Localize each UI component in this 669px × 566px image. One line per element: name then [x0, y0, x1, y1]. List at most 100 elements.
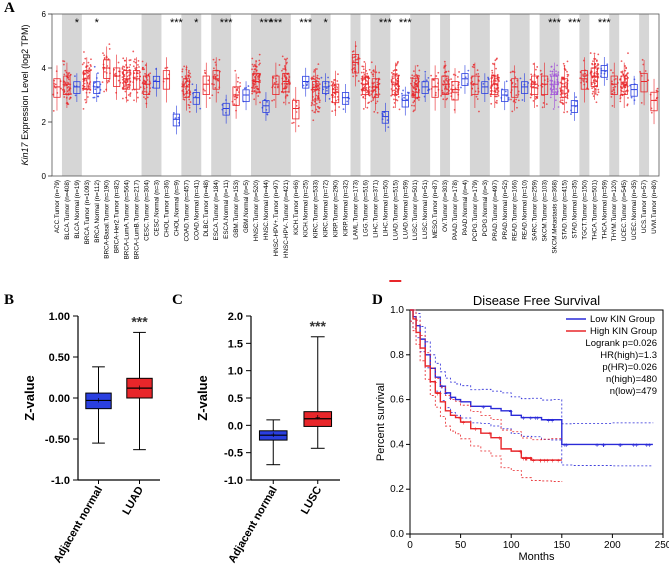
panel-a-point: [593, 52, 596, 55]
panel-a-point: [455, 91, 458, 94]
panel-a-point: [117, 61, 120, 64]
panel-a-point: [233, 98, 236, 101]
panel-a-category-label: LUSC.Normal (n=51): [422, 180, 429, 239]
panel-a-point: [440, 94, 443, 97]
panel-a-point: [362, 77, 365, 79]
panel-a-point: [122, 57, 125, 60]
panel-a-point: [282, 101, 285, 104]
panel-d-stat: p(HR)=0.026: [602, 362, 657, 373]
panel-a-point: [124, 90, 127, 93]
panel-a-point: [286, 57, 289, 60]
panel-a-point: [312, 75, 315, 78]
panel-a-point: [476, 69, 479, 72]
panel-a-point: [254, 75, 257, 78]
panel-a-point: [555, 70, 557, 73]
panel-a-point: [103, 54, 106, 57]
panel-a-point: [181, 75, 184, 78]
panel-a-point: [395, 87, 398, 90]
panel-a-point: [412, 101, 415, 104]
panel-a-point: [564, 69, 567, 71]
panel-a-point: [393, 89, 396, 92]
panel-a-point: [259, 101, 261, 104]
panel-a-point: [94, 88, 97, 91]
panel-a-point: [102, 52, 104, 55]
panel-a-category-label: UCS.Tumor (n=57): [641, 180, 648, 233]
panel-a-point: [85, 101, 87, 104]
panel-a-point: [559, 87, 562, 90]
panel-a-point: [126, 99, 129, 102]
panel-a-point: [141, 92, 144, 94]
panel-a-point: [218, 58, 221, 61]
panel-a-point: [233, 103, 236, 106]
panel-a-point: [624, 90, 627, 93]
panel-a-band: [61, 14, 82, 176]
panel-d-censor-mark: +: [521, 416, 525, 423]
panel-a-box: [630, 84, 638, 97]
panel-a-category-label: DLBC.Tumor (n=48): [203, 180, 210, 237]
panel-a-point: [413, 109, 416, 112]
panel-a-point: [121, 71, 124, 73]
panel-a-point: [376, 81, 379, 84]
panel-a-point: [237, 76, 240, 79]
panel-a-point: [56, 92, 59, 94]
panel-a-category-label: BRCA.Normal (n=112): [94, 180, 101, 243]
panel-a-point: [363, 60, 366, 63]
panel-a-point: [127, 94, 130, 96]
panel-a-point: [128, 66, 131, 69]
panel-a-category-label: BRCA.Tumor (n=1093): [84, 180, 91, 244]
panel-a-point: [124, 81, 127, 84]
panel-d-censor-mark: +: [458, 416, 462, 423]
panel-a-point: [402, 89, 404, 92]
panel-a-point: [70, 93, 73, 95]
panel-d-censor-mark: +: [439, 384, 443, 391]
panel-b-chart: 1.00 0.50 0.00 -0.50 -1.0 Z-value + Adjacent no…: [22, 311, 160, 565]
panel-a-box: [172, 113, 180, 127]
panel-d-title: Disease Free Survival: [473, 293, 600, 308]
panel-a-point: [144, 97, 147, 100]
panel-a-point: [567, 74, 570, 76]
panel-a-points: [482, 76, 490, 85]
panel-a-point: [545, 103, 548, 106]
panel-a-category-label: HNSC-HPV+.Tumor (n=97): [273, 180, 280, 256]
panel-a-box: [292, 99, 300, 120]
panel-a-point: [541, 106, 544, 109]
panel-a-point: [97, 72, 99, 75]
panel-a-point: [129, 95, 132, 97]
panel-c-ytick-label: 2.0: [228, 311, 243, 323]
panel-b-ytick-label: 0.00: [49, 393, 70, 405]
panel-a-point: [331, 110, 334, 113]
panel-a-category-label: KIRP.Normal (n=32): [343, 180, 350, 236]
panel-a-point: [353, 56, 356, 59]
panel-a-point: [315, 68, 318, 70]
panel-a-point: [456, 76, 459, 78]
panel-a-point: [183, 65, 186, 68]
panel-a-point: [620, 71, 623, 73]
panel-a-box: [182, 78, 190, 98]
panel-a-point: [313, 90, 316, 92]
panel-a-point: [366, 72, 369, 75]
panel-a-band: [370, 14, 391, 176]
panel-a-point: [596, 64, 599, 67]
panel-a-point: [183, 98, 186, 101]
panel-a-point: [67, 72, 70, 75]
panel-a-point: [89, 63, 92, 66]
panel-a-box: [242, 89, 250, 103]
panel-d-censor-mark: +: [563, 442, 567, 449]
panel-a-point: [606, 78, 608, 81]
panel-a-point: [234, 69, 237, 72]
panel-a-point: [410, 82, 412, 85]
panel-a-band: [410, 14, 431, 176]
panel-a-point: [595, 80, 597, 83]
panel-a-point: [214, 86, 217, 89]
panel-a-point: [390, 71, 393, 74]
panel-a-point: [625, 82, 628, 84]
panel-a-point: [624, 69, 627, 72]
panel-d-xtick-label: 200: [604, 540, 621, 551]
panel-a-point: [453, 91, 455, 94]
panel-a-point: [425, 79, 428, 82]
panel-a-point: [333, 86, 336, 89]
panel-a-category-label: OV.Tumor (n=303): [442, 180, 449, 232]
panel-a-point: [274, 86, 276, 89]
panel-a-point: [124, 87, 127, 90]
panel-a-point: [490, 102, 493, 105]
